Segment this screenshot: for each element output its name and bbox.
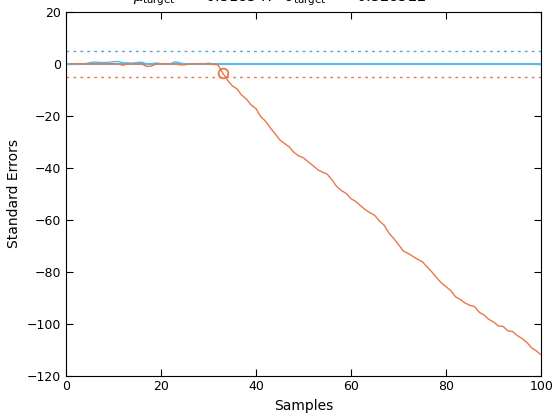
Text: $\mu_{\rm target}$  =  0.518547  $\sigma_{\rm target}$  =  0.328522: $\mu_{\rm target}$ = 0.518547 $\sigma_{\… (133, 0, 427, 8)
Y-axis label: Standard Errors: Standard Errors (7, 139, 21, 248)
X-axis label: Samples: Samples (274, 399, 333, 413)
